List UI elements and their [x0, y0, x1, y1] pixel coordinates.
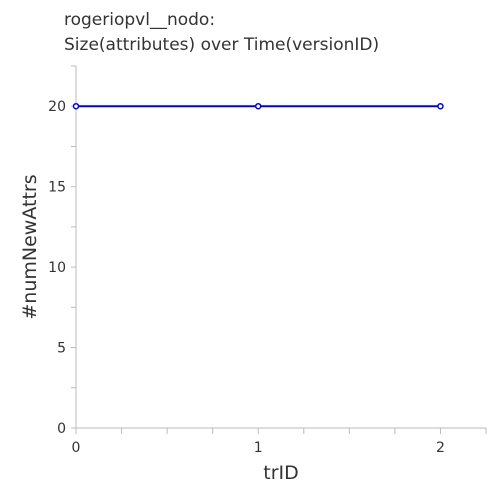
y-tick-label: 20 [48, 99, 66, 115]
x-tick-label: 0 [72, 440, 81, 456]
data-point [254, 102, 262, 110]
chart-title-line-1: rogeriopvl__nodo: [64, 10, 216, 30]
data-point [72, 102, 80, 110]
y-tick-label: 5 [57, 341, 66, 357]
y-axis-label: #numNewAttrs [19, 174, 41, 320]
x-tick-label: 1 [254, 440, 263, 456]
y-tick-label: 0 [57, 421, 66, 437]
data-point [437, 102, 444, 110]
chart-title-line-2: Size(attributes) over Time(versionID) [64, 35, 380, 55]
y-tick-label: 15 [48, 180, 66, 196]
y-tick-label: 10 [48, 260, 66, 276]
x-tick-label: 2 [436, 440, 445, 456]
x-axis-label: trID [263, 462, 299, 484]
chart-title: rogeriopvl__nodo: Size(attributes) over … [64, 8, 379, 58]
